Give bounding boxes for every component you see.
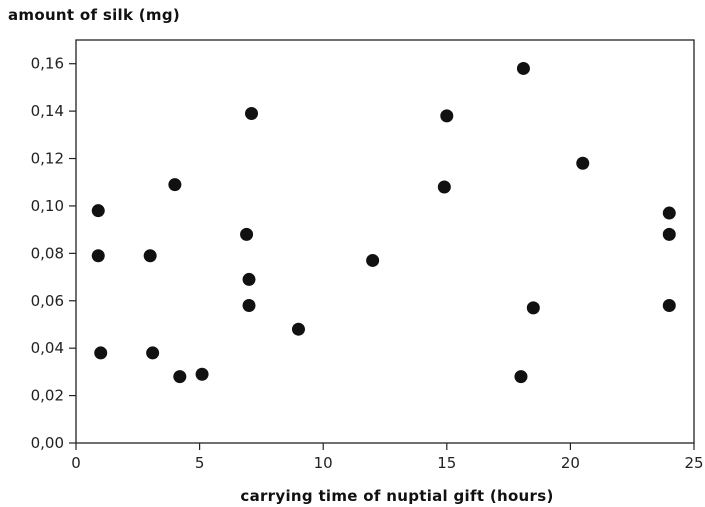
data-point (662, 299, 676, 313)
x-axis-label: carrying time of nuptial gift (hours) (240, 487, 553, 505)
data-point (143, 249, 157, 263)
data-point (576, 156, 590, 170)
y-axis: 0,00 0,02 0,04 0,06 0,08 0,10 0,12 0,14 0,16 (31, 55, 76, 452)
data-point (440, 109, 454, 123)
data-point (526, 301, 540, 315)
data-points (91, 61, 676, 384)
data-point (662, 227, 676, 241)
data-point (437, 180, 451, 194)
y-axis-label: amount of silk (mg) (8, 6, 180, 24)
y-tick-label: 0,16 (31, 55, 64, 73)
data-point (195, 367, 209, 381)
data-point (514, 370, 528, 384)
x-tick-label: 10 (314, 454, 333, 472)
data-point (242, 272, 256, 286)
data-point (291, 322, 305, 336)
y-tick-label: 0,02 (31, 387, 64, 405)
x-tick-label: 0 (71, 454, 81, 472)
y-tick-label: 0,14 (31, 102, 64, 120)
y-tick-label: 0,10 (31, 197, 64, 215)
data-point (240, 227, 254, 241)
data-point (91, 249, 105, 263)
data-point (516, 61, 530, 75)
data-point (245, 106, 259, 120)
data-point (91, 204, 105, 218)
x-axis: 0 5 10 15 20 25 (71, 443, 704, 472)
y-tick-label: 0,00 (31, 434, 64, 452)
plot-frame (75, 39, 695, 444)
x-tick-label: 15 (437, 454, 456, 472)
data-point (242, 299, 256, 313)
data-point (146, 346, 160, 360)
data-point (173, 370, 187, 384)
y-tick-label: 0,12 (31, 150, 64, 168)
data-point (366, 253, 380, 267)
x-tick-label: 25 (684, 454, 703, 472)
y-tick-label: 0,08 (31, 244, 64, 262)
y-tick-label: 0,04 (31, 339, 64, 357)
data-point (94, 346, 108, 360)
x-tick-label: 20 (561, 454, 580, 472)
data-point (168, 178, 182, 192)
y-tick-label: 0,06 (31, 292, 64, 310)
x-tick-label: 5 (195, 454, 205, 472)
data-point (662, 206, 676, 220)
